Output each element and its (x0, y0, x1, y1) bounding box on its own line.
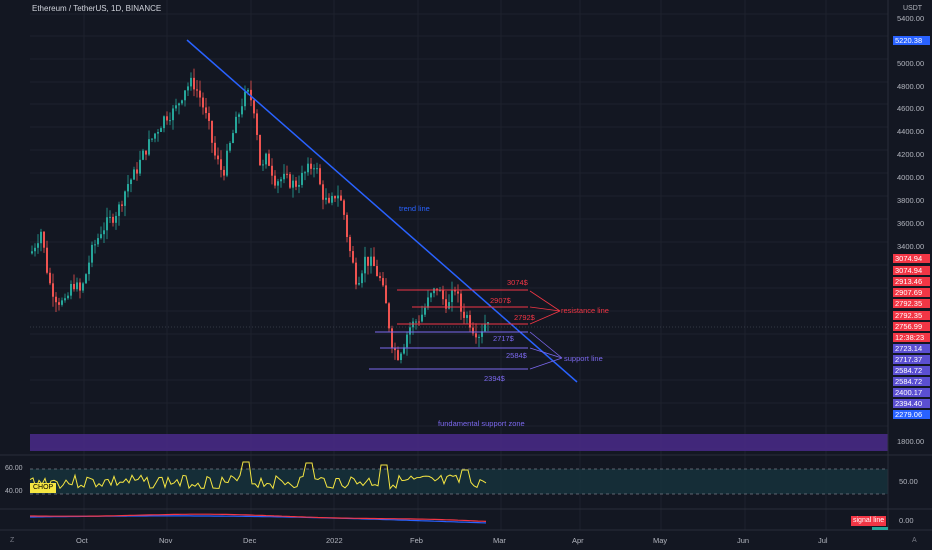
signal-red-line (30, 513, 487, 522)
price-tag: 2907.69 (893, 288, 930, 297)
price-tag: 3074.94 (893, 266, 930, 275)
level-2717-label: 2717$ (493, 334, 514, 343)
price-tag: 2584.72 (893, 366, 930, 375)
time-axis-label: Jul (818, 536, 828, 545)
symbol-title[interactable]: Ethereum / TetherUS, 1D, BINANCE (32, 4, 162, 13)
time-axis-label: Dec (243, 536, 257, 545)
time-axis-label: May (653, 536, 668, 545)
price-tick: 4000.00 (897, 173, 925, 182)
price-tag: 2584.72 (893, 377, 930, 386)
price-tick: 4400.00 (897, 127, 925, 136)
time-axis-label: Nov (159, 536, 173, 545)
price-tick: 4600.00 (897, 104, 925, 113)
chop-axis-value: 50.00 (899, 477, 918, 486)
price-tag: 2792.35 (893, 299, 930, 308)
price-tick: 3800.00 (897, 196, 925, 205)
price-tag: 2723.14 (893, 344, 930, 353)
level-2394-label: 2394$ (484, 374, 505, 383)
chop-level-40: 40.00 (5, 488, 23, 495)
time-axis-label: 2022 (326, 536, 343, 545)
chop-indicator-label[interactable]: CHOP (30, 483, 57, 493)
price-tick: 3600.00 (897, 219, 925, 228)
price-tag: 3074.94 (893, 254, 930, 263)
time-axis-label: Apr (572, 536, 584, 545)
level-3074-label: 3074$ (507, 278, 528, 287)
support-lines[interactable] (369, 331, 528, 370)
time-axis-label: Mar (493, 536, 506, 545)
support-line-label: support line (564, 354, 603, 363)
chop-line (29, 461, 487, 491)
resistance-line-label: resistance line (561, 306, 609, 315)
time-axis-label: Feb (410, 536, 423, 545)
price-tick: 3400.00 (897, 242, 925, 251)
candlestick-series (31, 68, 489, 364)
price-tick: 1800.00 (897, 437, 925, 446)
price-tag: 2792.35 (893, 311, 930, 320)
resistance-arrows (529, 290, 561, 325)
zoom-icon[interactable]: Z (10, 537, 15, 544)
fundamental-support-zone (30, 434, 888, 451)
price-tag: 2717.37 (893, 355, 930, 364)
level-2792-label: 2792$ (514, 313, 535, 322)
signal-green-marker (872, 527, 888, 530)
chop-level-60: 60.00 (5, 465, 23, 472)
trend-line[interactable] (186, 39, 578, 383)
fundamental-zone-label: fundamental support zone (438, 419, 525, 428)
price-tick: 4800.00 (897, 82, 925, 91)
price-tag: 2279.06 (893, 410, 930, 419)
top-price-badge: 5220.38 (893, 36, 930, 45)
resistance-lines[interactable] (397, 289, 528, 325)
support-arrows (529, 331, 563, 370)
price-tag: 2756.99 (893, 322, 930, 331)
signal-axis-value: 0.00 (899, 516, 914, 525)
currency-label: USDT (903, 5, 923, 12)
price-tag: 2394.40 (893, 399, 930, 408)
time-axis-label: Jun (737, 536, 750, 545)
signal-line-label[interactable]: signal line (851, 516, 887, 526)
level-2584-label: 2584$ (506, 351, 527, 360)
price-tick: 4200.00 (897, 150, 925, 159)
price-tag: 2400.17 (893, 388, 930, 397)
price-tag: 2913.46 (893, 277, 930, 286)
trend-line-label: trend line (399, 204, 430, 213)
auto-scale-icon[interactable]: A (912, 537, 917, 544)
level-2907-label: 2907$ (490, 296, 511, 305)
price-tag: 12:38:23 (893, 333, 930, 342)
price-tick: 5000.00 (897, 59, 925, 68)
price-tick: 5400.00 (897, 14, 925, 23)
time-axis-label: Oct (76, 536, 88, 545)
